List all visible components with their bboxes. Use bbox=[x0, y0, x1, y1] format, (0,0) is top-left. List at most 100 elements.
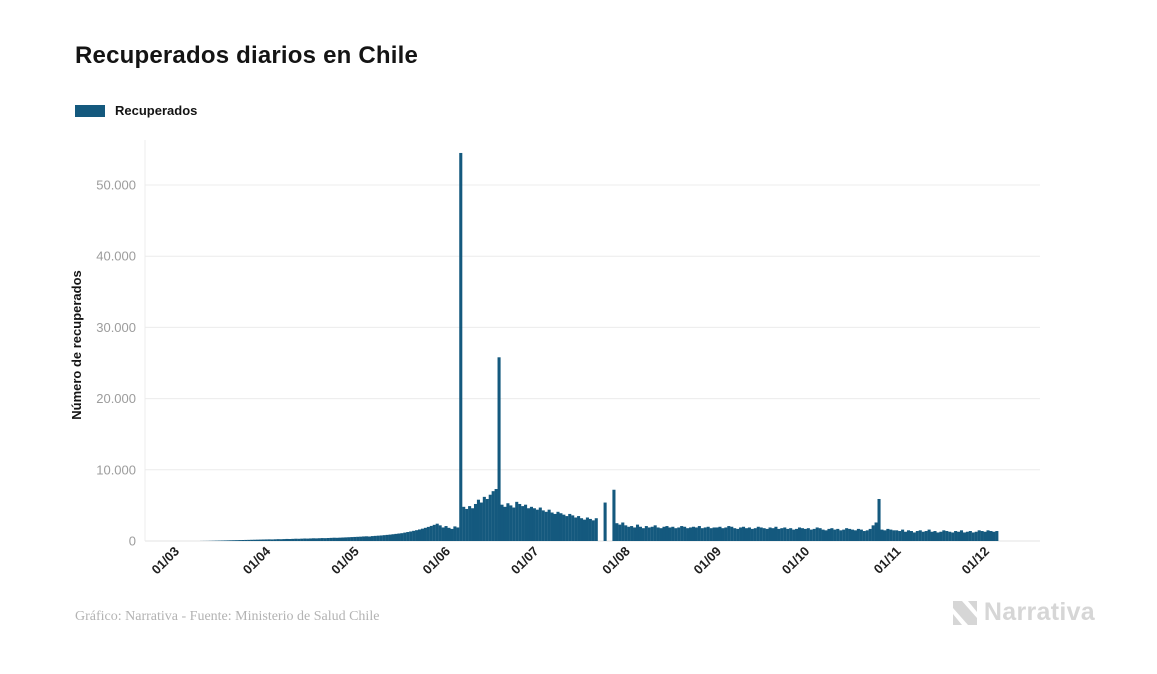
bar bbox=[992, 531, 996, 541]
bar bbox=[957, 531, 961, 541]
bar bbox=[915, 531, 919, 541]
bar bbox=[768, 527, 772, 541]
bar bbox=[485, 498, 489, 541]
bar bbox=[441, 527, 445, 541]
bar bbox=[833, 529, 837, 541]
bar bbox=[686, 528, 690, 541]
bar bbox=[550, 512, 554, 541]
bar bbox=[247, 539, 251, 541]
bar bbox=[703, 527, 707, 541]
bar bbox=[418, 529, 422, 541]
bar bbox=[924, 531, 928, 541]
bar bbox=[901, 529, 905, 541]
bar bbox=[727, 526, 731, 541]
bar bbox=[977, 530, 981, 541]
bar bbox=[270, 539, 274, 541]
bar bbox=[394, 533, 398, 541]
bar bbox=[356, 536, 360, 541]
bar bbox=[241, 540, 245, 541]
bar bbox=[468, 506, 472, 541]
bar bbox=[830, 528, 834, 541]
bar bbox=[535, 509, 539, 541]
bar bbox=[980, 531, 984, 541]
bar bbox=[532, 508, 536, 541]
bar bbox=[688, 527, 693, 541]
bar bbox=[818, 528, 822, 541]
bar bbox=[615, 523, 619, 541]
narrativa-logo-text: Narrativa bbox=[983, 598, 1095, 626]
bar bbox=[647, 527, 651, 541]
legend-swatch-recuperados[interactable] bbox=[75, 104, 105, 117]
bar bbox=[565, 516, 569, 541]
bar bbox=[409, 531, 413, 541]
bar bbox=[329, 537, 333, 541]
bar bbox=[276, 539, 280, 541]
bar bbox=[836, 528, 840, 541]
bar bbox=[850, 529, 855, 541]
bar bbox=[989, 531, 993, 541]
bar bbox=[229, 540, 233, 541]
bar bbox=[373, 535, 377, 541]
bar bbox=[771, 528, 775, 541]
y-axis-title: Número de recuperados bbox=[69, 270, 84, 420]
bar bbox=[630, 526, 634, 541]
bar bbox=[918, 530, 922, 541]
bar bbox=[444, 526, 448, 541]
bar bbox=[774, 526, 778, 541]
bar bbox=[238, 540, 242, 541]
bar bbox=[338, 537, 342, 541]
legend-label-recuperados[interactable]: Recuperados bbox=[115, 103, 198, 118]
bar bbox=[309, 538, 313, 541]
bar bbox=[450, 528, 454, 541]
bar bbox=[456, 527, 460, 541]
y-tick-label: 10.000 bbox=[96, 462, 136, 477]
bar bbox=[288, 539, 292, 541]
y-tick-label: 30.000 bbox=[96, 320, 136, 335]
bar bbox=[541, 510, 545, 541]
bar bbox=[479, 502, 483, 541]
bars-series-recuperados bbox=[200, 152, 999, 541]
bar bbox=[326, 538, 330, 541]
bar bbox=[618, 524, 622, 541]
bar bbox=[580, 518, 584, 541]
bar bbox=[733, 528, 737, 541]
bar bbox=[323, 538, 327, 541]
bar bbox=[553, 513, 557, 541]
bar bbox=[582, 519, 587, 541]
bar bbox=[933, 531, 937, 541]
bar bbox=[526, 508, 531, 541]
narrativa-logo[interactable]: Narrativa bbox=[952, 598, 1095, 627]
bar bbox=[588, 518, 592, 541]
bar bbox=[892, 530, 896, 541]
bar bbox=[739, 527, 743, 541]
bar bbox=[497, 357, 501, 541]
bar bbox=[747, 527, 751, 541]
bar bbox=[821, 529, 825, 541]
bar bbox=[385, 534, 389, 541]
bar bbox=[800, 528, 804, 541]
bar bbox=[341, 537, 345, 541]
bar bbox=[659, 528, 663, 541]
bar bbox=[220, 540, 224, 541]
bar bbox=[756, 526, 760, 541]
bar bbox=[311, 538, 316, 541]
bar bbox=[936, 532, 940, 541]
bar bbox=[812, 528, 816, 541]
bar bbox=[677, 527, 681, 541]
bar bbox=[303, 538, 307, 541]
bar bbox=[294, 538, 298, 541]
bar bbox=[506, 503, 510, 541]
y-tick-label: 50.000 bbox=[96, 178, 136, 193]
bar bbox=[603, 502, 607, 541]
bar bbox=[559, 513, 563, 541]
bar bbox=[391, 534, 395, 541]
bar bbox=[503, 506, 507, 541]
bar bbox=[912, 532, 916, 541]
bar bbox=[306, 538, 310, 541]
bar bbox=[482, 496, 486, 541]
bar bbox=[883, 530, 887, 541]
bar bbox=[382, 535, 386, 541]
y-tick-label: 40.000 bbox=[96, 249, 136, 264]
bar bbox=[232, 540, 236, 541]
